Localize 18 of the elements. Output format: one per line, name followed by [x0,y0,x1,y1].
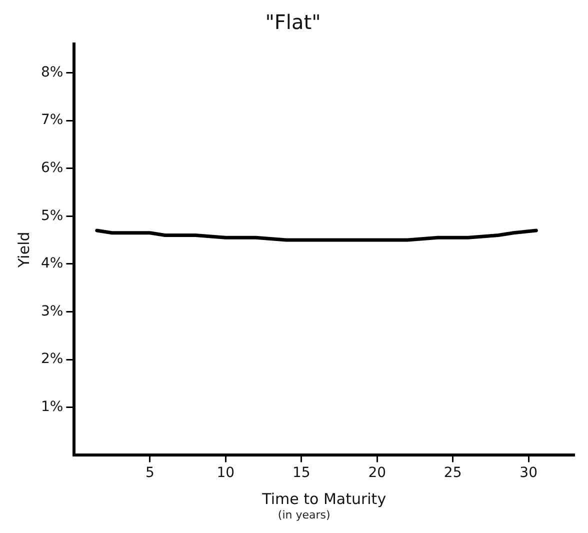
y-tick-label: 8% [40,64,64,80]
y-axis-title: Yield [14,232,33,268]
x-tick-label: 20 [368,465,386,482]
x-tick-label: 25 [444,465,462,482]
x-tick-label: 5 [145,465,154,482]
x-axis-title: Time to Maturity [261,490,386,508]
x-tick-label: 30 [520,465,538,482]
y-tick-label: 1% [40,399,64,416]
x-tick-label: 15 [292,465,310,482]
y-tick-label: 4% [40,256,64,272]
chart-title: "Flat" [265,10,321,34]
y-tick-label: 3% [40,303,64,320]
x-tick-label: 10 [216,465,235,482]
y-tick-label: 6% [40,160,64,176]
y-tick-label: 7% [40,112,64,128]
text: (in years) [278,508,330,522]
y-tick-label: 5% [40,208,64,224]
y-tick-label: 2% [40,351,64,368]
